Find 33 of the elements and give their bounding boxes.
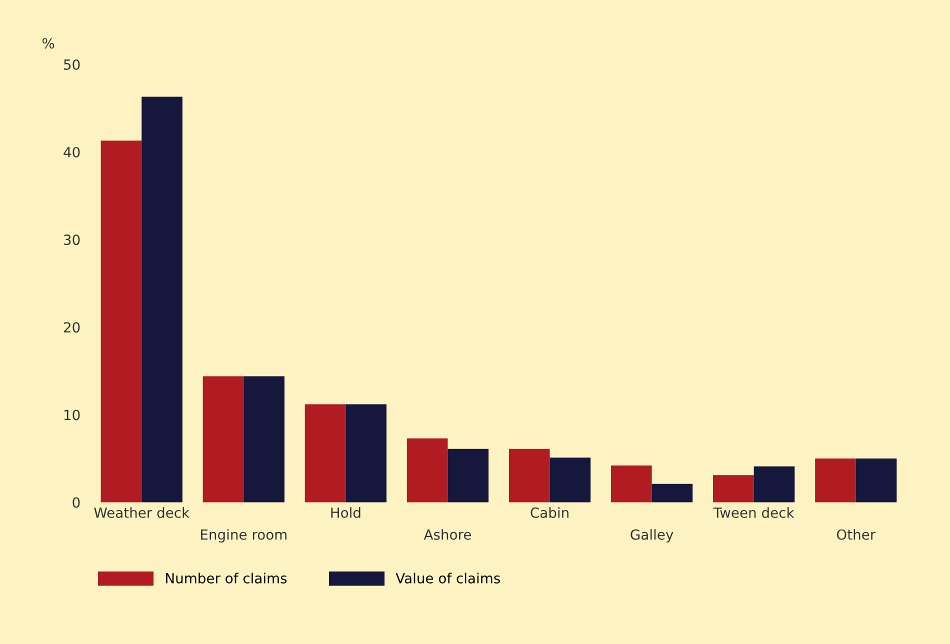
bar — [713, 475, 754, 502]
x-tick-label: Engine room — [201, 529, 286, 543]
bar — [508, 448, 550, 502]
bar — [815, 458, 856, 502]
bar — [100, 140, 142, 502]
bar — [202, 376, 244, 502]
bar — [304, 404, 346, 502]
bar — [610, 466, 652, 502]
y-tick-label: 40 — [64, 146, 80, 158]
legend-label: Number of claims — [166, 572, 287, 584]
y-tick-label: 10 — [64, 410, 80, 420]
bar — [142, 96, 182, 502]
x-tick-label: Tween deck — [713, 507, 794, 518]
legend-label: Value of claims — [396, 572, 500, 584]
y-axis-title: % — [42, 38, 54, 49]
x-tick-label: Weather deck — [94, 507, 190, 518]
bar — [550, 458, 591, 502]
bar — [244, 376, 284, 502]
x-tick-label: Ashore — [424, 529, 471, 540]
x-tick-label: Hold — [331, 507, 360, 518]
y-tick-label: 0 — [72, 497, 80, 508]
bar — [406, 438, 448, 502]
bar — [856, 458, 897, 502]
bar — [448, 448, 489, 502]
x-tick-label: Galley — [630, 529, 674, 543]
x-tick-label: Cabin — [530, 507, 568, 518]
bar — [346, 404, 387, 502]
y-tick-label: 20 — [64, 322, 80, 333]
y-tick-label: 50 — [64, 59, 80, 70]
y-tick-label: 30 — [64, 234, 80, 246]
bar — [652, 484, 693, 502]
bar — [754, 466, 795, 502]
x-tick-label: Other — [836, 529, 876, 540]
